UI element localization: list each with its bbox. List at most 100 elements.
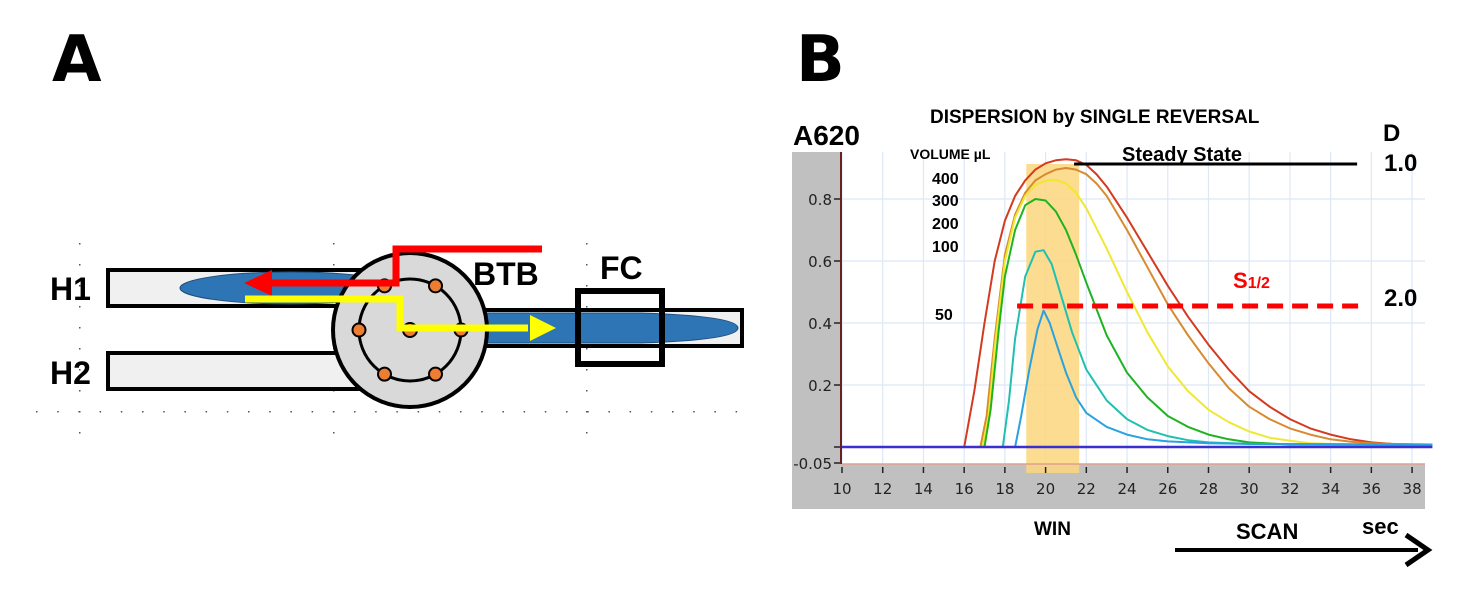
x-tick-label: 16 [955,480,974,498]
guide-dot [735,411,738,413]
guide-dot [586,432,588,434]
valve-port [351,322,367,338]
guide-dot [586,390,588,392]
guide-dot [586,264,588,266]
guide-dot [396,411,398,413]
guide-dot [586,243,588,245]
guide-dot [502,411,504,413]
guide-dot [79,348,81,350]
flow-cell-box [575,288,665,367]
guide-dot [226,411,229,413]
series-line-50-ul-b [842,309,1433,448]
y-tick-label: 0.8 [808,191,832,209]
half-dispersion-label: S1/2 [1233,270,1270,292]
scan-label: SCAN [1236,519,1299,544]
forward-flow-arrow [245,295,528,332]
steady-state-label: Steady State [1122,144,1243,166]
guide-dot [650,411,653,413]
guide-dot [354,411,356,413]
guide-dot [269,411,271,413]
guide-dot [586,411,588,413]
guide-dot [587,411,589,413]
guide-dot [629,411,632,413]
guide-dot [79,369,81,371]
guide-dot [375,411,377,413]
y-tick-label: -0.05 [793,455,832,473]
chart-title: DISPERSION by SINGLE REVERSAL [930,107,1260,128]
x-tick-label: 24 [1117,480,1136,498]
valve-port [428,366,443,382]
guide-dot [333,432,335,434]
y-ticks: 0.8 0.6 0.4 0.2 -0.05 [793,191,840,473]
forward-flow-arrowhead-icon [530,315,556,341]
guide-dot [714,411,716,413]
guide-dot [333,243,335,245]
x-tick-label: 36 [1362,480,1381,498]
y-tick-label: 0.2 [808,377,832,395]
x-tick-label: 20 [1036,480,1055,498]
guide-dot [99,411,102,413]
guide-dot [79,306,81,308]
guide-dot [205,411,208,413]
guide-dot [333,411,335,413]
d-value-half: 2.0 [1384,285,1418,312]
x-tick-label: 18 [995,480,1014,498]
valve-port [377,366,392,382]
holding-coil-h2 [106,351,370,391]
guide-dot [672,411,674,413]
series-line-100-ul [842,198,1433,448]
label-h1: H1 [50,271,91,307]
right-axis-title: D [1383,120,1401,147]
series-line-200-ul [842,178,1433,448]
guide-dot [693,411,695,413]
volume-label-300: 300 [932,193,959,210]
guide-dot [79,432,81,434]
volume-label-50: 50 [935,307,953,324]
guide-dot [311,411,314,413]
guide-dot [544,411,547,413]
series-line-400-ul [842,158,1433,448]
x-tick-label: 10 [832,480,851,498]
guide-dot [586,348,588,350]
flow-manifold-diagram [36,243,744,434]
half-label-sub: 1/2 [1247,275,1270,292]
series-line-50-ul-a [842,249,1433,448]
window-band [1026,164,1080,473]
x-tick-label: 32 [1280,480,1299,498]
guide-dot [184,411,186,413]
x-tick-label: 12 [873,480,892,498]
x-tick-label: 26 [1158,480,1177,498]
guide-dot [523,411,526,413]
window-label: WIN [1034,519,1071,540]
guide-dot [79,390,81,392]
guide-dot [460,411,462,413]
x-tick-label: 22 [1077,480,1096,498]
guide-dot [79,411,81,413]
x-tick-label: 34 [1321,480,1340,498]
sec-label: sec [1362,514,1399,539]
guide-dot [481,411,483,413]
scan-arrowhead-icon [1404,532,1433,568]
x-tick-label: 14 [914,480,933,498]
guide-dot [142,411,144,413]
y-tick-label: 0.4 [808,315,832,333]
guide-dot [36,411,38,413]
panel-b-label: B [796,23,845,97]
panel-a-label: A [52,23,102,97]
valve-port [428,278,443,294]
guide-dot [79,327,81,329]
label-h2: H2 [50,355,91,391]
guide-dot [438,411,441,413]
guide-dot [79,264,81,266]
guide-dot [333,264,335,266]
reverse-flow-arrowhead-icon [244,270,272,296]
dotted-guides [36,243,738,434]
y-tick-label: 0.6 [808,253,832,271]
guide-dot [79,285,81,287]
y-axis-title: A620 [793,120,860,151]
guide-dot [586,306,588,308]
guide-dot [290,411,292,413]
label-fc: FC [600,250,643,286]
guide-dot [163,411,165,413]
guide-dot [586,369,588,371]
